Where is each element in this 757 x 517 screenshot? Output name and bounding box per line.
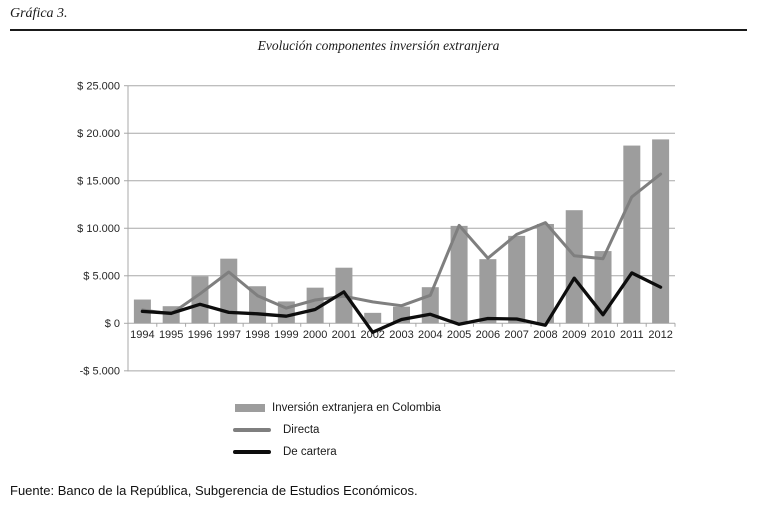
x-axis-label: 2009 xyxy=(562,329,586,341)
y-axis-label: $ 0 xyxy=(105,318,120,330)
bar-2012 xyxy=(652,139,670,324)
x-axis-label: 2005 xyxy=(447,329,471,341)
line-directa xyxy=(140,172,663,316)
bar-2008 xyxy=(536,223,554,324)
x-axis-label: 2012 xyxy=(648,329,672,341)
x-axis-label: 1999 xyxy=(274,329,298,341)
y-axis-label: $ 5.000 xyxy=(83,271,120,283)
x-axis-label: 1994 xyxy=(130,329,154,341)
legend-label-cartera: De cartera xyxy=(283,446,337,458)
x-axis-label: 2008 xyxy=(533,329,557,341)
x-axis-label: 2000 xyxy=(303,329,327,341)
legend-item-cartera: De cartera xyxy=(233,441,441,463)
chart-legend: Inversión extranjera en Colombia Directa… xyxy=(233,397,441,463)
x-axis-label: 2003 xyxy=(389,329,413,341)
y-axis-label: -$ 5.000 xyxy=(80,366,120,378)
line-de-cartera xyxy=(140,271,663,334)
x-axis-label: 1995 xyxy=(159,329,183,341)
chart-canvas: $ 25.000 $ 20.000 $ 15.000 $ 10.000 $ 5.000 $… xyxy=(77,81,676,378)
y-axis-label: $ 10.000 xyxy=(77,223,120,235)
legend-item-directa: Directa xyxy=(233,419,441,441)
x-axis-label: 1997 xyxy=(217,329,241,341)
header-rule xyxy=(10,29,747,31)
x-axis-label: 2006 xyxy=(476,329,500,341)
bar-2011 xyxy=(623,145,641,324)
bar-1996 xyxy=(191,276,209,324)
x-axis-label: 2002 xyxy=(360,329,384,341)
figure-label: Gráfica 3. xyxy=(10,6,68,21)
x-axis-label: 2010 xyxy=(591,329,615,341)
bar-2009 xyxy=(565,210,583,324)
x-axis-label: 1998 xyxy=(245,329,269,341)
bar-2002 xyxy=(364,312,382,324)
legend-label-directa: Directa xyxy=(283,424,320,436)
bar-2006 xyxy=(479,259,497,324)
legend-item-inversion: Inversión extranjera en Colombia xyxy=(233,397,441,419)
bar-swatch-icon xyxy=(235,404,265,412)
x-axis-label: 1996 xyxy=(188,329,212,341)
x-axis-label: 2004 xyxy=(418,329,442,341)
chart-title: Evolución componentes inversión extranje… xyxy=(257,38,500,53)
bar-2010 xyxy=(594,251,612,324)
legend-label-inversion: Inversión extranjera en Colombia xyxy=(272,402,441,414)
black-line-swatch-icon xyxy=(233,450,271,454)
gray-line-swatch-icon xyxy=(233,428,271,432)
x-axis-label: 2007 xyxy=(504,329,528,341)
y-axis-label: $ 25.000 xyxy=(77,81,120,93)
x-axis-label: 2001 xyxy=(332,329,356,341)
x-axis-label: 2011 xyxy=(620,329,644,341)
y-axis-label: $ 20.000 xyxy=(77,128,120,140)
bar-2000 xyxy=(306,287,324,324)
source-caption: Fuente: Banco de la República, Subgerenc… xyxy=(10,483,418,498)
bar-2007 xyxy=(508,235,526,324)
bar-2005 xyxy=(450,225,468,324)
y-axis-label: $ 15.000 xyxy=(77,176,120,188)
